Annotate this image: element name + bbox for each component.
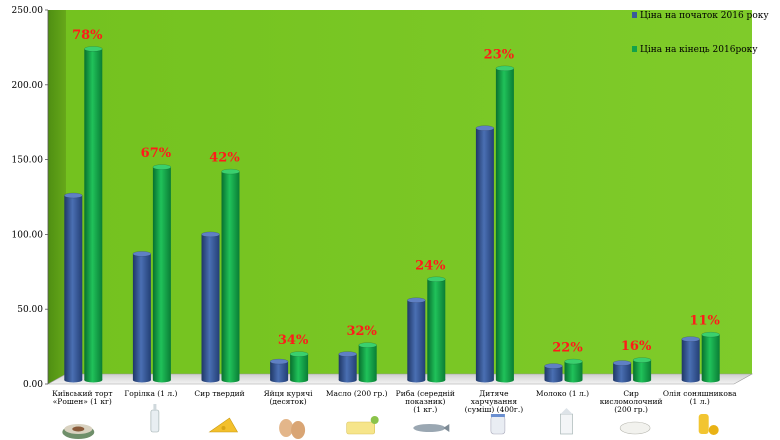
bar-end-2016 [427,276,446,383]
category-label: Молоко (1 л.) [536,389,589,398]
legend-swatch [632,46,637,52]
baby-formula-icon [490,414,506,435]
vodka-bottle-icon [150,404,160,433]
y-tick-label: 200.00 [12,81,44,91]
bar-start-2016 [681,336,700,383]
category-label: Горілка (1 л.) [124,389,177,398]
y-tick-label: 0.00 [23,380,43,390]
bar-start-2016 [338,351,357,383]
milk-icon [560,408,573,435]
cake-icon [62,424,95,439]
legend-swatch [632,12,637,18]
bar-start-2016 [201,231,220,383]
percent-increase-label: 23% [484,47,515,62]
percent-increase-label: 22% [552,341,583,356]
percent-increase-label: 16% [621,339,652,354]
percent-increase-label: 67% [141,146,172,161]
bar-start-2016 [475,125,495,383]
percent-increase-label: 42% [209,151,240,166]
bar-end-2016 [632,357,652,383]
category-label: Дитяче харчування (суміш) (400г.) [465,389,524,414]
bar-end-2016 [221,168,240,383]
y-tick-label: 100.00 [12,230,44,240]
bar-end-2016 [152,164,172,383]
percent-increase-label: 34% [278,333,309,348]
sunflower-oil-icon [698,414,719,435]
bar-start-2016 [544,363,563,383]
cheese-icon [208,417,239,433]
bar-start-2016 [64,192,83,383]
category-label: Сир кисломолочний (200 гр.) [600,389,663,414]
bar-start-2016 [132,251,152,383]
y-tick-label: 50.00 [17,305,43,315]
bar-start-2016 [269,358,289,383]
category-label: Олія соняшникова (1 л.) [663,389,737,406]
legend-label: Ціна на кінець 2016року [640,45,758,55]
percent-increase-label: 78% [72,28,103,43]
bar-start-2016 [612,360,632,383]
bar-end-2016 [358,342,377,383]
bar-end-2016 [701,331,720,383]
category-label: Сир твердий [194,389,244,398]
eggs-icon [279,419,306,439]
bar-end-2016 [564,358,583,383]
bar-end-2016 [495,65,515,383]
y-tick-label: 150.00 [12,156,44,166]
percent-increase-label: 11% [689,314,720,329]
y-tick-label: 250.00 [12,6,44,16]
category-label: Риба (середній показник) (1 кг.) [396,389,455,414]
category-label: Яйця курячі (десяток) [264,389,314,406]
bar-end-2016 [84,46,103,383]
cottage-cheese-icon [619,421,651,435]
chart-side-wall [48,10,66,384]
percent-increase-label: 32% [346,324,377,339]
percent-increase-label: 24% [415,258,446,273]
fish-icon [413,424,450,432]
legend-label: Ціна на початок 2016 року [640,11,769,21]
butter-icon [346,416,379,435]
bar-end-2016 [289,351,309,383]
bar-start-2016 [407,297,426,383]
category-label: Київський торт «Рошен» (1 кг) [52,389,112,406]
category-label: Масло (200 гр.) [326,389,388,398]
